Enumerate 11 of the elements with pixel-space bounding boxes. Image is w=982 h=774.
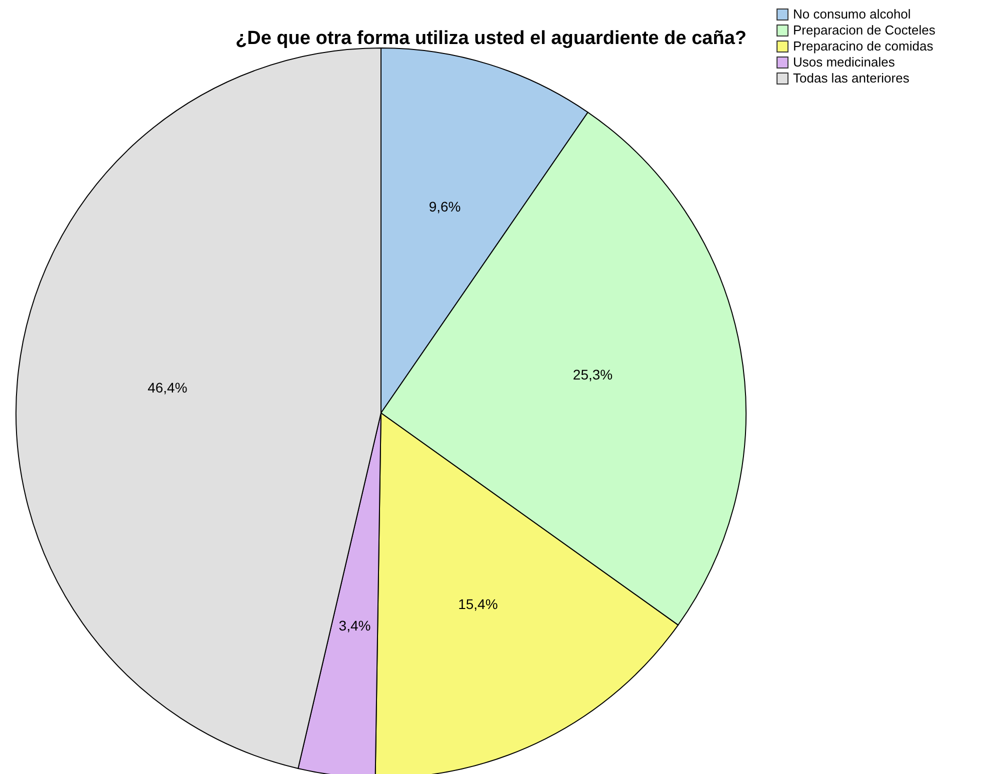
- data-label: 9,6%: [428, 198, 461, 215]
- legend-label: Preparacion de Cocteles: [793, 22, 936, 38]
- legend-label: Preparacino de comidas: [793, 38, 934, 54]
- text: ¿De que otra forma utiliza usted el aguardiente de caña?: [236, 28, 746, 49]
- legend-label: Todas las anteriores: [793, 70, 910, 86]
- data-label: 25,3%: [572, 366, 613, 383]
- legend-label: No consumo alcohol: [793, 6, 911, 22]
- data-label: 15,4%: [458, 596, 498, 612]
- data-label: 46,4%: [148, 379, 188, 396]
- data-label: 3,4%: [338, 617, 371, 634]
- legend-label: Usos medicinales: [793, 54, 896, 70]
